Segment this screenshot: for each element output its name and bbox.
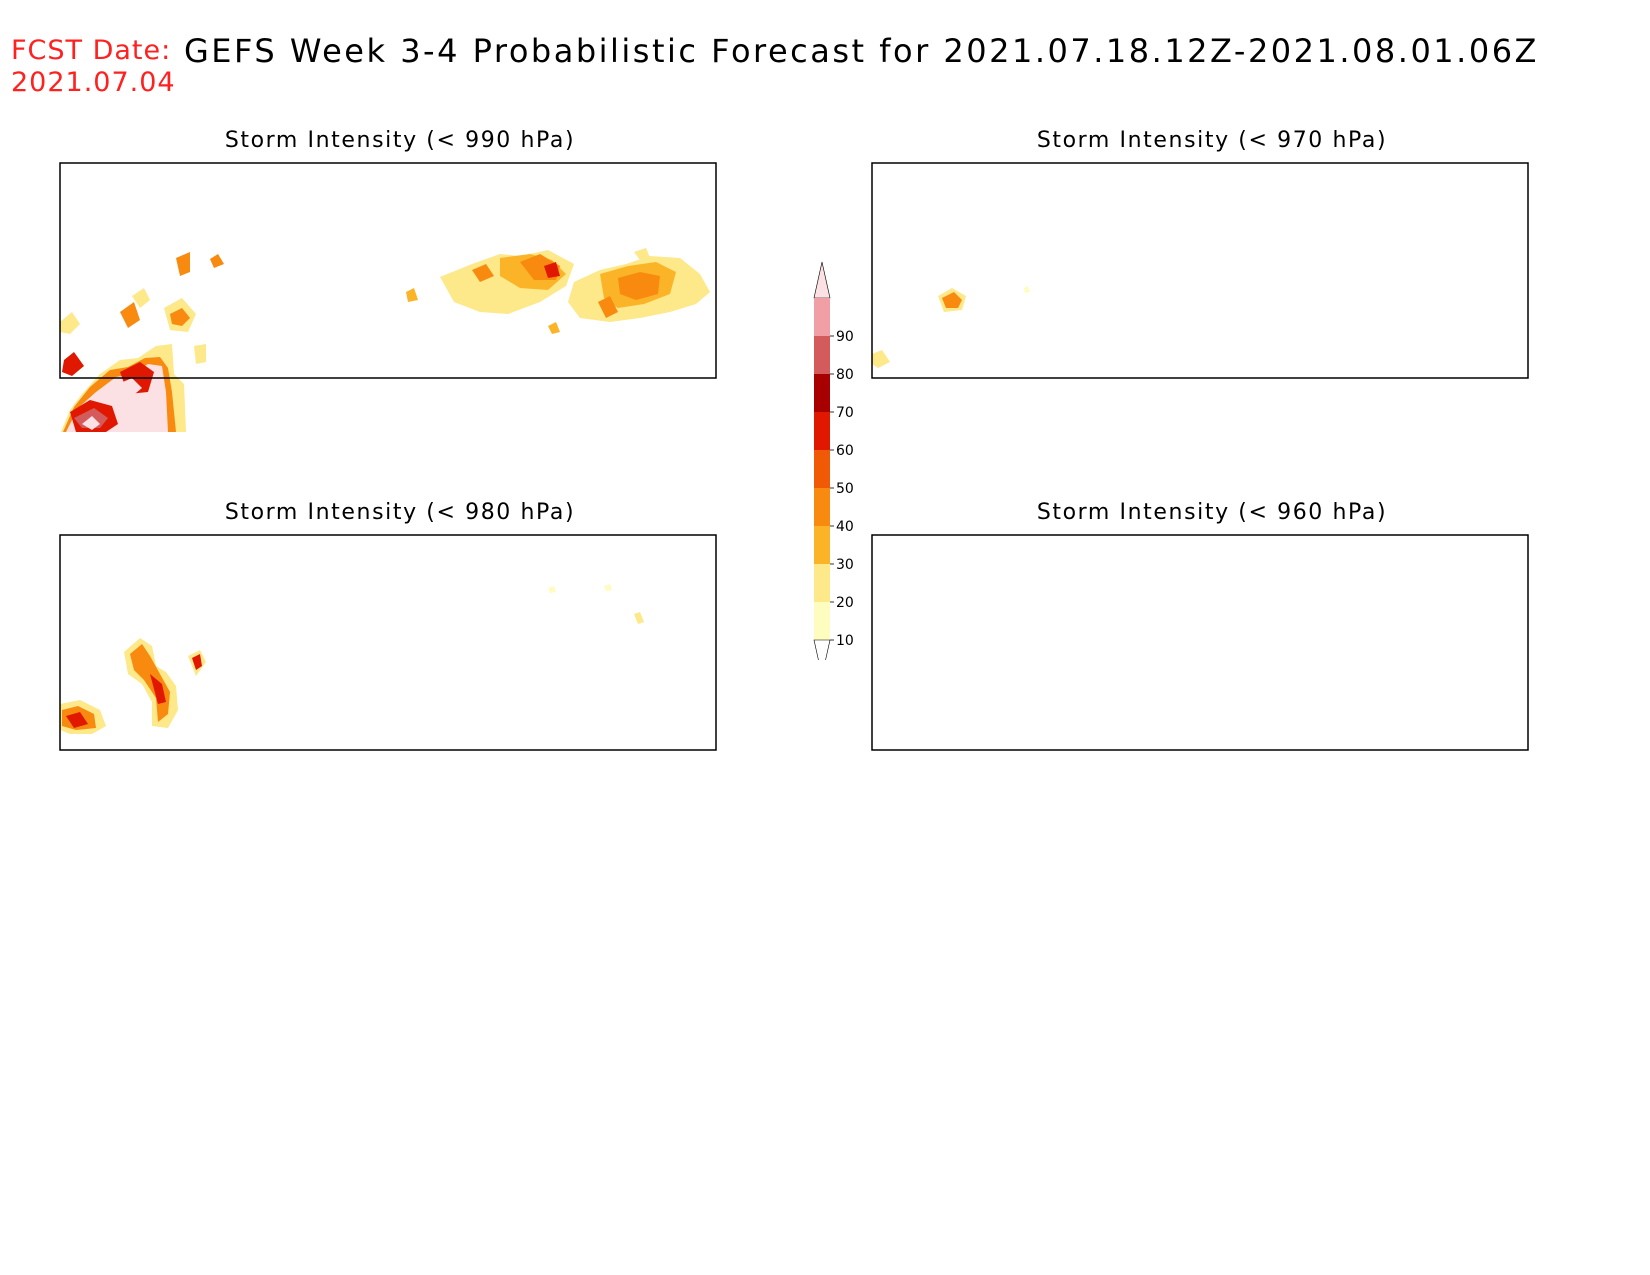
colorbar-label: 60 bbox=[836, 443, 854, 459]
probability-shading bbox=[60, 584, 644, 734]
map-frame: 80N70N60N50N40N30N 140E160E180160W140W12… bbox=[871, 534, 1529, 751]
fcst-date-value: 2021.07.04 bbox=[11, 67, 176, 98]
probability-shading bbox=[60, 248, 710, 432]
colorbar-label: 10 bbox=[836, 633, 854, 649]
map-980: 80N70N60N50N40N30N 140E160E180160W140W12… bbox=[59, 534, 717, 751]
colorbar-segment bbox=[814, 298, 830, 336]
panel-990: Storm Intensity (< 990 hPa) bbox=[0, 128, 800, 468]
panel-980: Storm Intensity (< 980 hPa) bbox=[0, 500, 800, 840]
colorbar-segment bbox=[814, 488, 830, 526]
panel-title: Storm Intensity (< 990 hPa) bbox=[224, 128, 576, 153]
panel-960: Storm Intensity (< 960 hPa) bbox=[812, 500, 1612, 840]
panel-970: Storm Intensity (< 970 hPa) bbox=[812, 128, 1612, 468]
map-960: 80N70N60N50N40N30N 140E160E180160W140W12… bbox=[871, 534, 1529, 751]
colorbar: 10 20 30 40 50 60 70 80 90 bbox=[813, 261, 854, 660]
panel-title: Storm Intensity (< 960 hPa) bbox=[1036, 500, 1388, 525]
colorbar-label: 90 bbox=[836, 329, 854, 345]
colorbar-segment bbox=[814, 374, 830, 412]
fcst-date-label: FCST Date: bbox=[11, 35, 172, 66]
main-title: GEFS Week 3-4 Probabilistic Forecast for… bbox=[184, 32, 1539, 70]
colorbar-bottom-arrow bbox=[813, 639, 831, 660]
panel-title: Storm Intensity (< 980 hPa) bbox=[224, 500, 576, 525]
colorbar-segment bbox=[814, 564, 830, 602]
colorbar-label: 80 bbox=[836, 367, 854, 383]
colorbar-segment bbox=[814, 526, 830, 564]
colorbar-segment bbox=[814, 602, 830, 640]
colorbar-segment bbox=[814, 450, 830, 488]
colorbar-label: 30 bbox=[836, 557, 854, 573]
colorbar-label: 20 bbox=[836, 595, 854, 611]
colorbar-label: 70 bbox=[836, 405, 854, 421]
map-frame: 80N70N60N50N40N30N 140E160E180160W140W12… bbox=[59, 534, 717, 751]
colorbar-segment bbox=[814, 412, 830, 450]
map-frame: 80N70N60N50N40N30N 140E160E180160W140W12… bbox=[871, 162, 1529, 379]
colorbar-segment bbox=[814, 336, 830, 374]
probability-shading bbox=[872, 286, 1030, 368]
colorbar-top-arrow bbox=[813, 261, 831, 299]
map-frame: 80N70N60N50N40N30N 140E160E180160W140W12… bbox=[59, 162, 717, 379]
colorbar-label: 50 bbox=[836, 481, 854, 497]
map-970: 80N70N60N50N40N30N 140E160E180160W140W12… bbox=[871, 162, 1529, 379]
map-990: 80N70N60N50N40N30N 140E160E180160W140W12… bbox=[59, 162, 717, 432]
panel-title: Storm Intensity (< 970 hPa) bbox=[1036, 128, 1388, 153]
colorbar-label: 40 bbox=[836, 519, 854, 535]
